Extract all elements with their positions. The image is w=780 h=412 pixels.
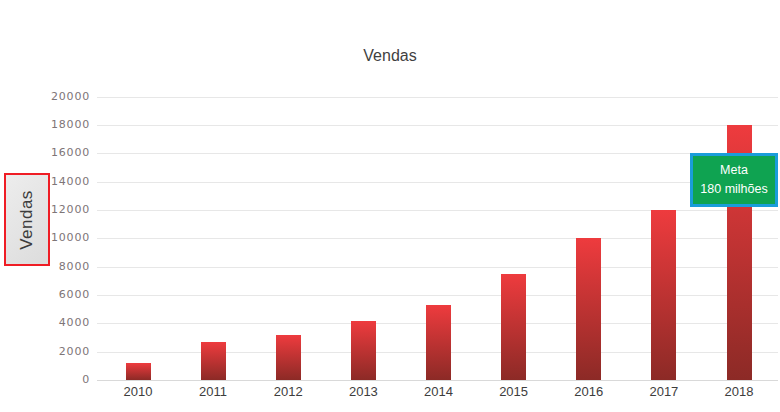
y-tick-label: 20000 (40, 90, 90, 103)
chart-canvas: Vendas 020004000600080001000012000140001… (0, 0, 780, 412)
x-axis-line (97, 380, 778, 381)
gridline (97, 125, 778, 126)
meta-annotation[interactable]: Meta 180 milhões (690, 153, 778, 207)
bar-2014[interactable] (426, 305, 451, 380)
bar-2011[interactable] (201, 342, 226, 380)
chart-title[interactable]: Vendas (0, 47, 780, 65)
bar-2012[interactable] (276, 335, 301, 380)
y-axis-title: Vendas (17, 190, 37, 250)
y-tick-label: 0 (40, 373, 90, 386)
bar-2017[interactable] (651, 210, 676, 380)
bar-2016[interactable] (576, 238, 601, 380)
gridline (97, 97, 778, 98)
gridline (97, 182, 778, 183)
x-tick-label: 2014 (407, 384, 471, 399)
y-tick-label: 18000 (40, 118, 90, 131)
x-tick-label: 2015 (482, 384, 546, 399)
bar-2013[interactable] (351, 321, 376, 381)
y-tick-label: 2000 (40, 345, 90, 358)
x-tick-label: 2018 (707, 384, 771, 399)
meta-annotation-line2: 180 milhões (700, 180, 767, 199)
y-axis-title-box[interactable]: Vendas (4, 173, 50, 266)
x-tick-label: 2011 (181, 384, 245, 399)
bar-2015[interactable] (501, 274, 526, 380)
x-tick-label: 2016 (557, 384, 621, 399)
x-tick-label: 2017 (632, 384, 696, 399)
bar-2010[interactable] (126, 363, 151, 380)
y-tick-label: 6000 (40, 288, 90, 301)
y-tick-label: 16000 (40, 146, 90, 159)
x-tick-label: 2013 (331, 384, 395, 399)
meta-annotation-line1: Meta (720, 161, 748, 180)
x-tick-label: 2012 (256, 384, 320, 399)
x-tick-label: 2010 (106, 384, 170, 399)
y-tick-label: 4000 (40, 316, 90, 329)
gridline (97, 153, 778, 154)
